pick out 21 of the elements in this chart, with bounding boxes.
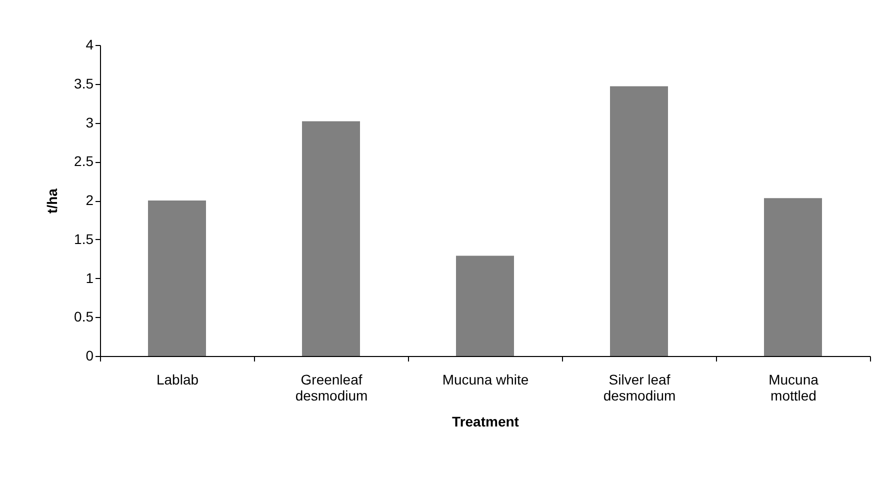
y-tick-label: 4 bbox=[86, 36, 94, 52]
x-tick-label: Greenleaf desmodium bbox=[295, 372, 368, 404]
x-tick-label: Mucuna white bbox=[442, 372, 529, 388]
bar bbox=[764, 198, 822, 356]
y-tick-label: 3 bbox=[86, 114, 94, 130]
y-tick-label: 0 bbox=[86, 348, 94, 364]
y-tick-label: 3.5 bbox=[74, 75, 94, 92]
x-tick-label: Mucuna mottled bbox=[768, 372, 819, 404]
x-tick-label: Silver leaf desmodium bbox=[603, 372, 676, 404]
y-tick-label: 1.5 bbox=[74, 230, 94, 247]
x-axis-title: Treatment bbox=[452, 414, 520, 430]
bar bbox=[302, 121, 360, 356]
bar bbox=[148, 200, 206, 356]
x-tick-label: Lablab bbox=[156, 372, 199, 388]
bar bbox=[456, 256, 514, 356]
y-tick-label: 2 bbox=[86, 192, 94, 208]
y-axis-title: t/ha bbox=[44, 188, 60, 214]
y-tick-label: 0.5 bbox=[74, 308, 94, 325]
y-tick-label: 1 bbox=[86, 270, 94, 286]
bar bbox=[610, 86, 668, 356]
y-tick-label: 2.5 bbox=[74, 153, 94, 170]
